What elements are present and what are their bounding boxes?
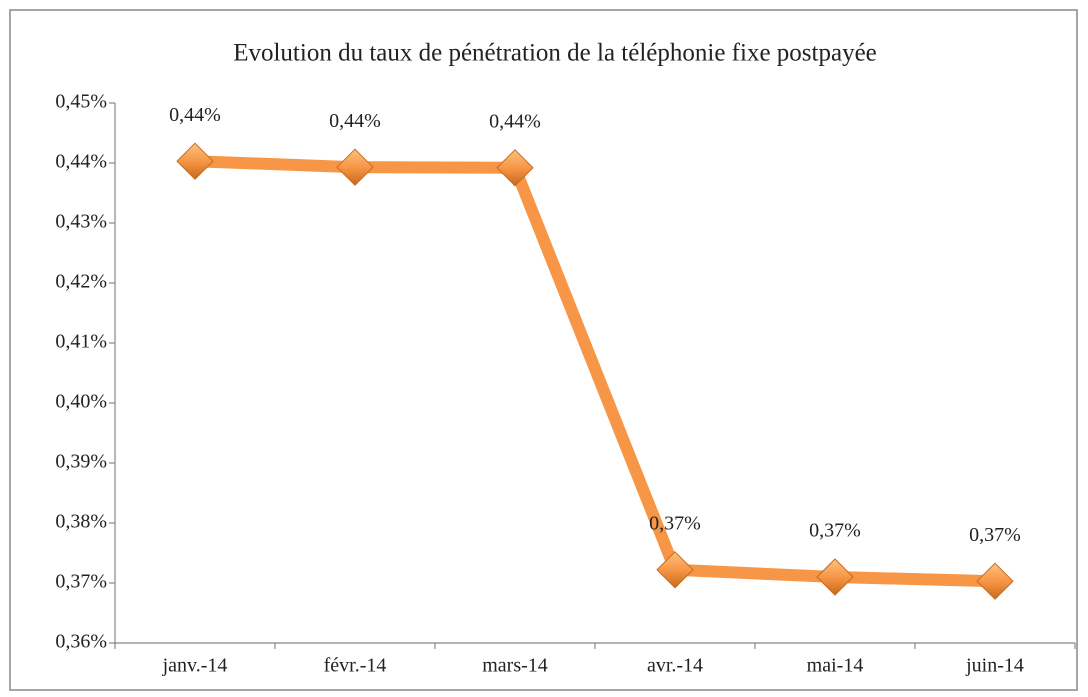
chart-title: Evolution du taux de pénétration de la t… [233, 40, 877, 67]
data-label: 0,37% [649, 512, 701, 534]
data-label: 0,37% [809, 520, 861, 542]
y-tick-label: 0,36% [55, 631, 107, 653]
data-point [336, 148, 374, 186]
y-tick-label: 0,40% [55, 391, 107, 413]
data-point [976, 562, 1014, 600]
y-tick-label: 0,41% [55, 331, 107, 353]
y-tick-label: 0,38% [55, 511, 107, 533]
series-line [194, 155, 996, 588]
data-point [496, 149, 534, 187]
x-tick-label: juin-14 [965, 655, 1024, 677]
data-point [816, 558, 854, 596]
y-tick-label: 0,43% [55, 211, 107, 233]
data-label: 0,37% [969, 524, 1021, 546]
y-tick-label: 0,39% [55, 451, 107, 473]
x-tick-label: mars-14 [482, 655, 548, 677]
x-tick-label: janv.-14 [162, 655, 228, 677]
data-label: 0,44% [329, 110, 381, 132]
y-tick-label: 0,44% [55, 151, 107, 173]
data-label: 0,44% [489, 110, 541, 132]
x-tick-label: mai-14 [807, 655, 864, 677]
y-tick-label: 0,37% [55, 571, 107, 593]
y-tick-label: 0,45% [55, 91, 107, 113]
x-tick-label: avr.-14 [647, 655, 703, 677]
data-label: 0,44% [169, 104, 221, 126]
y-tick-label: 0,42% [55, 271, 107, 293]
data-point [176, 142, 214, 180]
x-tick-label: févr.-14 [324, 655, 387, 677]
data-point [656, 551, 694, 589]
